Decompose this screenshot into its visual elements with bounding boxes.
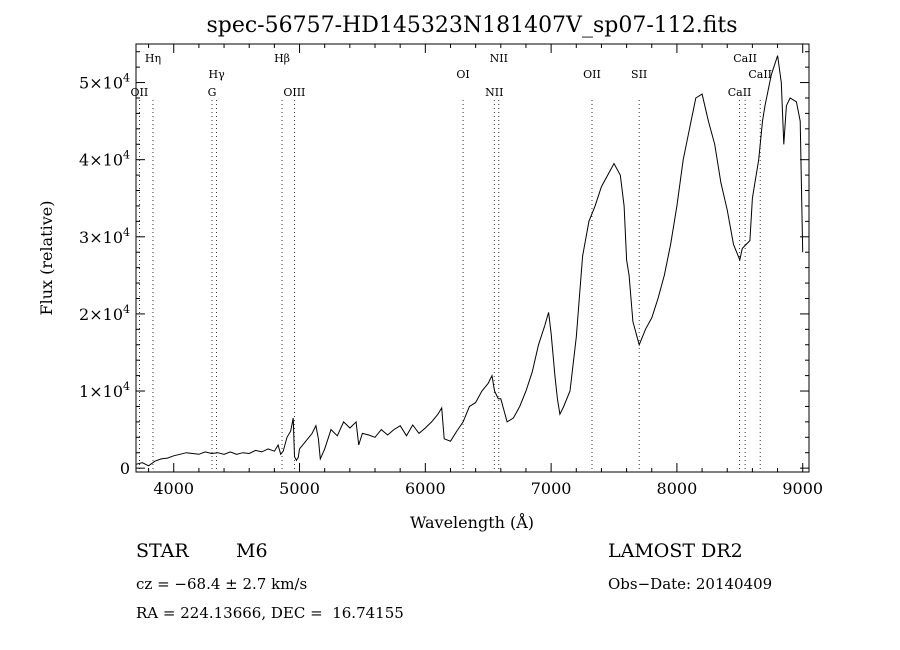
x-tick-label: 8000 [657,479,698,498]
x-axis: 4000 5000 6000 7000 8000 9000 [148,44,823,498]
spectral-line-label: OII [131,86,149,99]
spectral-line-label: OI [456,68,469,81]
spectral-line-label: CaII [733,52,757,65]
observation-date: Obs−Date: 20140409 [608,575,773,593]
spectral-line-label: G [208,86,217,99]
spectral-line-label: SII [631,68,647,81]
radial-velocity: cz = −68.4 ± 2.7 km/s [136,575,308,593]
spectral-line-label: Hγ [209,68,226,81]
plot-frame [135,43,810,473]
spectral-line-label: Hβ [274,52,290,65]
y-tick-label: 3×104 [79,226,130,247]
y-tick-label: 5×104 [79,72,130,93]
object-class: STAR [136,540,189,562]
spectral-line-label: CaII [728,86,752,99]
survey-name: LAMOST DR2 [608,540,743,562]
y-axis-label: Flux (relative) [37,201,56,316]
x-tick-label: 4000 [153,479,194,498]
y-tick-label: 4×104 [79,149,130,170]
spectral-line-label: NII [490,52,508,65]
spectral-line-label: CaII [748,68,772,81]
coordinates: RA = 224.13666, DEC = 16.74155 [136,604,404,622]
spectral-line-label: NII [485,86,503,99]
spectral-line-label: OII [583,68,601,81]
x-tick-label: 6000 [405,479,446,498]
y-tick-label: 0 [120,459,130,478]
spectral-line-label: OIII [283,86,305,99]
y-tick-label: 1×104 [79,380,130,401]
x-tick-label: 7000 [531,479,572,498]
x-tick-label: 5000 [279,479,320,498]
spectral-line-markers: OII Hη G Hγ Hβ OIII OI NII NII OII SII CaII CaII CaII [131,52,772,472]
spectrum-chart: spec-56757-HD145323N181407V_sp07-112.fit… [37,13,823,532]
x-tick-label: 9000 [782,479,823,498]
spectrum-series-line [135,55,804,467]
chart-title: spec-56757-HD145323N181407V_sp07-112.fit… [206,13,737,38]
x-axis-label: Wavelength (Å) [410,512,534,532]
y-tick-label: 2×104 [79,303,130,324]
spectral-line-label: Hη [145,52,161,65]
y-axis: 0 1×104 2×104 3×104 4×104 5×104 [79,51,809,478]
object-subclass: M6 [236,540,268,562]
